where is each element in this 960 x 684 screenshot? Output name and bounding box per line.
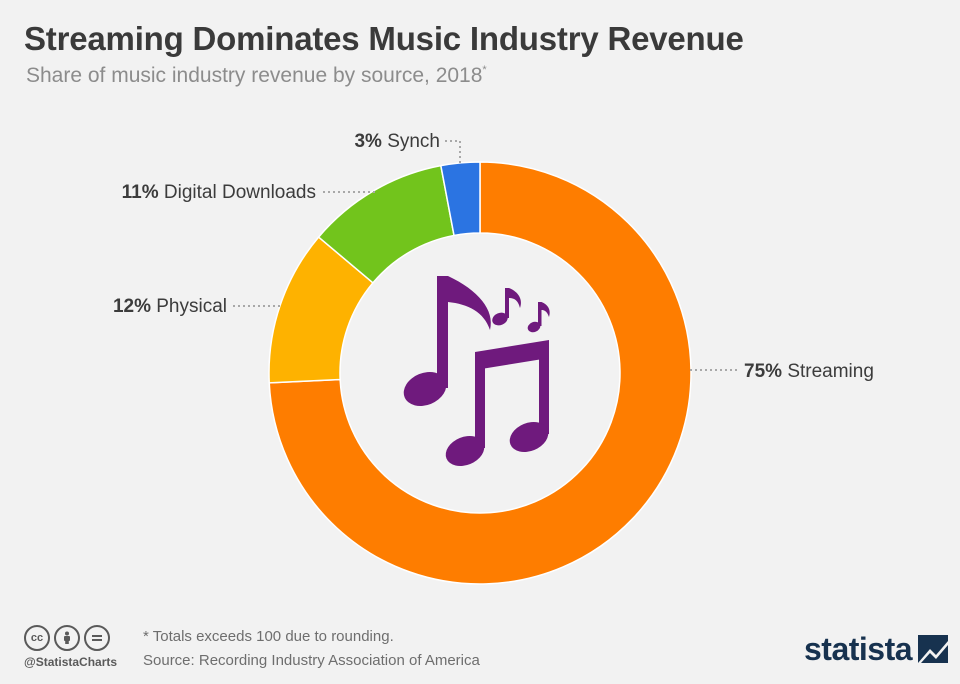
- slices-group: [268, 161, 692, 585]
- connectors-group: [233, 140, 738, 371]
- label-streaming: 75% Streaming: [744, 361, 874, 382]
- statista-handle: @StatistaCharts: [24, 655, 118, 669]
- statista-logo-icon: [918, 635, 949, 663]
- brand-wordmark: statista: [804, 631, 913, 667]
- label-category: Physical: [156, 296, 227, 317]
- label-synch: 3% Synch: [354, 131, 440, 152]
- connector-synch: [445, 140, 461, 163]
- label-value: 75%: [744, 361, 787, 382]
- statista-logo[interactable]: statista: [804, 631, 949, 667]
- label-physical: 12% Physical: [113, 296, 227, 317]
- label-category: Streaming: [787, 361, 874, 382]
- subtitle-text: Share of music industry revenue by sourc…: [26, 64, 483, 87]
- license-icons: cc: [24, 625, 110, 651]
- label-category: Synch: [387, 131, 440, 152]
- label-category: Digital Downloads: [164, 182, 316, 203]
- subtitle-footnote-mark: *: [482, 64, 487, 76]
- nd-icon: [84, 625, 110, 651]
- music-notes-icon: [403, 276, 550, 466]
- label-value: 12%: [113, 296, 156, 317]
- chart-subtitle: Share of music industry revenue by sourc…: [26, 64, 487, 88]
- slice-synch: [439, 161, 481, 237]
- label-value: 11%: [122, 182, 164, 203]
- source-text: Source: Recording Industry Association o…: [143, 652, 480, 669]
- by-icon: [54, 625, 80, 651]
- labels-group: 75% Streaming 12% Physical 11% Digital Dow…: [113, 131, 874, 382]
- cc-icon: cc: [24, 625, 50, 651]
- label-value: 3%: [354, 131, 387, 152]
- footnote: * Totals exceeds 100 due to rounding.: [143, 628, 394, 645]
- slice-streaming: [268, 161, 692, 585]
- label-digital-downloads: 11% Digital Downloads: [122, 182, 316, 203]
- chart-title: Streaming Dominates Music Industry Reven…: [24, 20, 744, 57]
